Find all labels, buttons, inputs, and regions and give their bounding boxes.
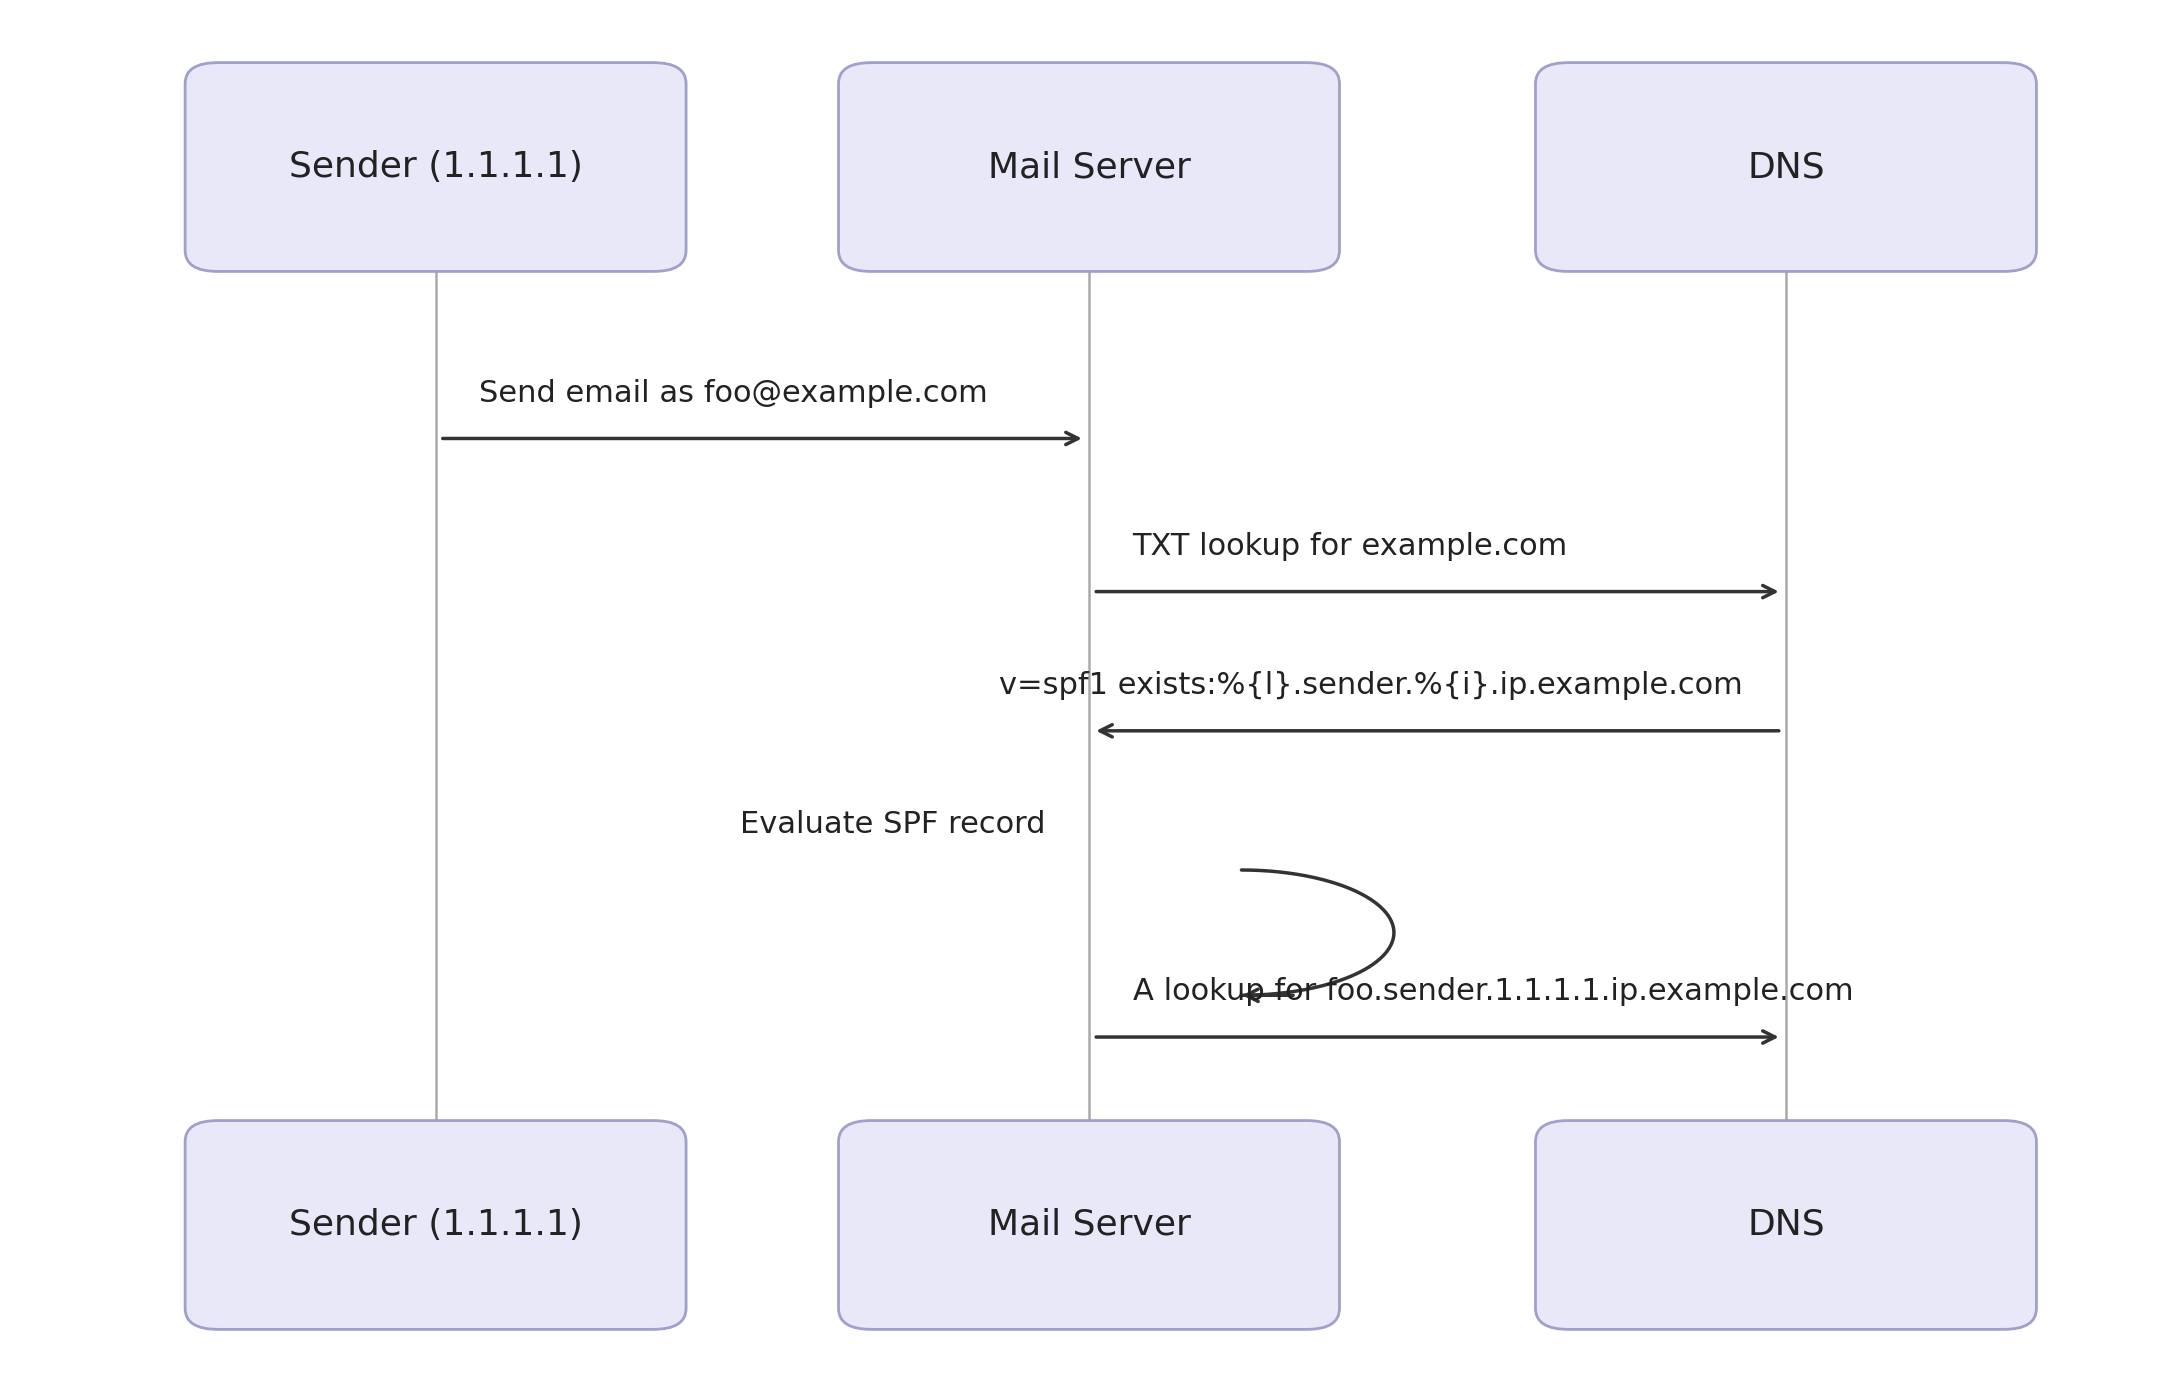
Text: Mail Server: Mail Server	[987, 1208, 1191, 1242]
Text: DNS: DNS	[1747, 150, 1825, 184]
Text: TXT lookup for example.com: TXT lookup for example.com	[1133, 532, 1568, 561]
FancyBboxPatch shape	[839, 1121, 1339, 1329]
FancyBboxPatch shape	[185, 1121, 686, 1329]
Text: A lookup for foo.sender.1.1.1.1.ip.example.com: A lookup for foo.sender.1.1.1.1.ip.examp…	[1133, 977, 1853, 1006]
Text: Send email as foo@example.com: Send email as foo@example.com	[479, 379, 989, 408]
Text: Sender (1.1.1.1): Sender (1.1.1.1)	[290, 150, 582, 184]
Text: v=spf1 exists:%{l}.sender.%{i}.ip.example.com: v=spf1 exists:%{l}.sender.%{i}.ip.exampl…	[1000, 671, 1742, 700]
Text: DNS: DNS	[1747, 1208, 1825, 1242]
Text: Mail Server: Mail Server	[987, 150, 1191, 184]
FancyBboxPatch shape	[185, 63, 686, 271]
FancyBboxPatch shape	[839, 63, 1339, 271]
Text: Sender (1.1.1.1): Sender (1.1.1.1)	[290, 1208, 582, 1242]
FancyBboxPatch shape	[1535, 63, 2036, 271]
Text: Evaluate SPF record: Evaluate SPF record	[741, 810, 1045, 839]
FancyBboxPatch shape	[1535, 1121, 2036, 1329]
